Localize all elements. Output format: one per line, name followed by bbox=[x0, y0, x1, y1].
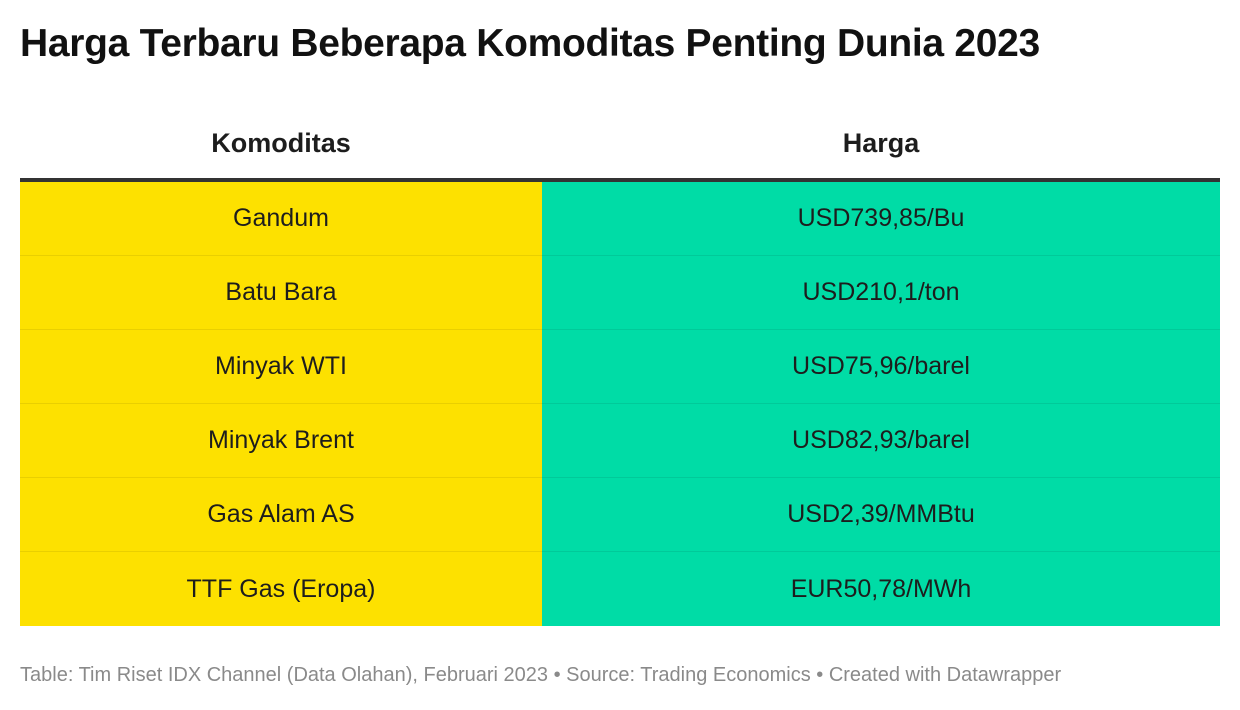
commodity-cell: Batu Bara bbox=[20, 256, 542, 330]
table-row: Gandum USD739,85/Bu bbox=[20, 182, 1220, 256]
table-row: Batu Bara USD210,1/ton bbox=[20, 256, 1220, 330]
column-header-harga: Harga bbox=[842, 127, 920, 158]
commodity-cell: Minyak WTI bbox=[20, 330, 542, 404]
table-row: Gas Alam AS USD2,39/MMBtu bbox=[20, 478, 1220, 552]
commodity-cell: Gandum bbox=[20, 182, 542, 256]
price-cell: USD739,85/Bu bbox=[542, 182, 1220, 256]
table-row: Minyak WTI USD75,96/barel bbox=[20, 330, 1220, 404]
commodity-cell: Minyak Brent bbox=[20, 404, 542, 478]
table-row: TTF Gas (Eropa) EUR50,78/MWh bbox=[20, 552, 1220, 626]
source-footer: Table: Tim Riset IDX Channel (Data Olaha… bbox=[20, 664, 1062, 686]
price-cell: USD82,93/barel bbox=[542, 404, 1220, 478]
table-header-row: Komoditas Harga bbox=[20, 108, 1220, 182]
price-cell: EUR50,78/MWh bbox=[542, 552, 1220, 626]
commodity-price-table: Komoditas Harga Gandum USD739,85/Bu Batu… bbox=[20, 108, 1220, 626]
commodity-cell: TTF Gas (Eropa) bbox=[20, 552, 542, 626]
column-header-komoditas: Komoditas bbox=[211, 127, 351, 158]
table-row: Minyak Brent USD82,93/barel bbox=[20, 404, 1220, 478]
price-cell: USD210,1/ton bbox=[542, 256, 1220, 330]
price-cell: USD2,39/MMBtu bbox=[542, 478, 1220, 552]
commodity-cell: Gas Alam AS bbox=[20, 478, 542, 552]
price-cell: USD75,96/barel bbox=[542, 330, 1220, 404]
chart-title: Harga Terbaru Beberapa Komoditas Penting… bbox=[20, 22, 1040, 65]
